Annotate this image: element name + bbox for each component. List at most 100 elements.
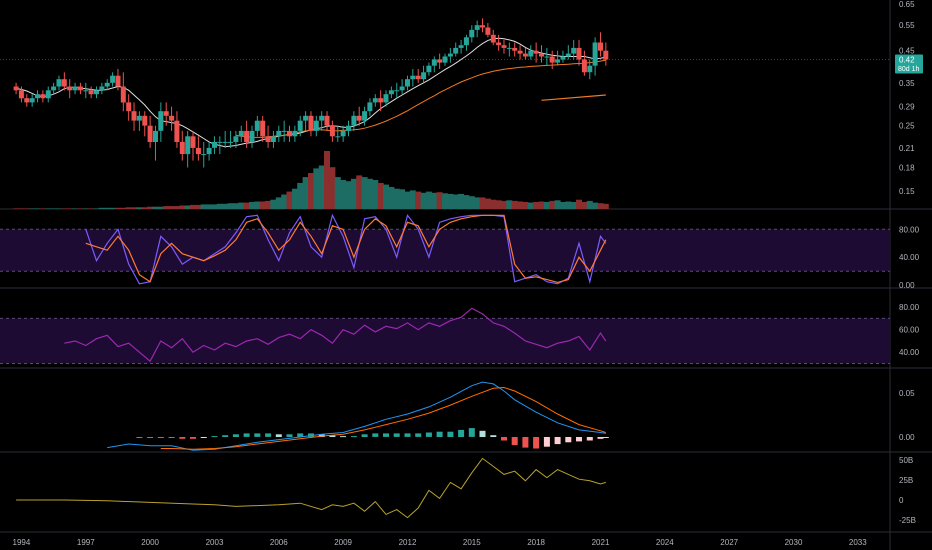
candle-body[interactable] bbox=[378, 98, 384, 103]
candle-body[interactable] bbox=[410, 75, 416, 80]
candle-body[interactable] bbox=[104, 82, 110, 87]
candle-body[interactable] bbox=[24, 98, 30, 103]
candle-body[interactable] bbox=[88, 90, 94, 95]
candle-body[interactable] bbox=[281, 130, 287, 132]
candle-body[interactable] bbox=[405, 79, 410, 87]
candle-body[interactable] bbox=[474, 25, 480, 30]
candle-body[interactable] bbox=[254, 120, 260, 131]
candle-body[interactable] bbox=[362, 111, 368, 121]
candle-body[interactable] bbox=[576, 47, 582, 60]
candle-body[interactable] bbox=[120, 86, 126, 103]
candle-body[interactable] bbox=[324, 115, 330, 126]
candle-body[interactable] bbox=[83, 90, 89, 92]
candle-body[interactable] bbox=[587, 65, 593, 73]
candle-body[interactable] bbox=[174, 120, 180, 142]
candle-body[interactable] bbox=[270, 136, 276, 142]
candle-body[interactable] bbox=[528, 50, 534, 57]
candle-body[interactable] bbox=[72, 86, 78, 91]
candle-body[interactable] bbox=[533, 50, 539, 54]
candle-body[interactable] bbox=[517, 50, 523, 54]
candle-body[interactable] bbox=[158, 111, 164, 131]
candle-body[interactable] bbox=[147, 125, 153, 142]
candle-body[interactable] bbox=[222, 141, 228, 143]
candle-body[interactable] bbox=[40, 94, 46, 99]
candle-body[interactable] bbox=[13, 86, 19, 91]
candle-body[interactable] bbox=[142, 115, 148, 126]
candle-body[interactable] bbox=[335, 136, 341, 138]
candle-body[interactable] bbox=[555, 59, 561, 63]
candle-body[interactable] bbox=[18, 90, 24, 99]
candle-body[interactable] bbox=[276, 130, 282, 137]
stochastic-panel[interactable] bbox=[0, 213, 890, 285]
candle-body[interactable] bbox=[249, 130, 255, 142]
candle-body[interactable] bbox=[163, 111, 169, 116]
candle-body[interactable] bbox=[512, 47, 518, 51]
candle-body[interactable] bbox=[447, 53, 453, 57]
candle-body[interactable] bbox=[453, 47, 459, 54]
candle-body[interactable] bbox=[383, 94, 389, 103]
candle-body[interactable] bbox=[372, 98, 378, 103]
candle-body[interactable] bbox=[190, 136, 196, 148]
candle-body[interactable] bbox=[201, 154, 207, 156]
candle-body[interactable] bbox=[195, 147, 201, 155]
candle-body[interactable] bbox=[99, 86, 105, 91]
candle-body[interactable] bbox=[136, 115, 142, 121]
candle-body[interactable] bbox=[297, 120, 303, 131]
candle-body[interactable] bbox=[228, 141, 233, 143]
candle-body[interactable] bbox=[356, 115, 362, 121]
candle-body[interactable] bbox=[539, 53, 544, 57]
candle-body[interactable] bbox=[51, 86, 57, 91]
candle-body[interactable] bbox=[496, 42, 502, 46]
candle-body[interactable] bbox=[217, 141, 223, 143]
candle-body[interactable] bbox=[35, 94, 40, 99]
rsi-panel[interactable] bbox=[0, 307, 890, 364]
candle-body[interactable] bbox=[421, 72, 427, 80]
candle-body[interactable] bbox=[233, 136, 239, 142]
candle-body[interactable] bbox=[169, 115, 175, 121]
price-axis[interactable]: 0.65 0.55 0.45 0.35 0.29 0.25 0.21 0.18 0.15 80.0… bbox=[899, 0, 920, 525]
candle-body[interactable] bbox=[437, 59, 443, 63]
candle-body[interactable] bbox=[480, 25, 485, 28]
candle-body[interactable] bbox=[77, 86, 83, 91]
candle-body[interactable] bbox=[581, 59, 587, 73]
candle-body[interactable] bbox=[244, 130, 250, 142]
candle-body[interactable] bbox=[394, 90, 400, 92]
candle-body[interactable] bbox=[388, 90, 394, 95]
candle-body[interactable] bbox=[458, 45, 464, 48]
candle-body[interactable] bbox=[61, 79, 67, 87]
candle-body[interactable] bbox=[185, 136, 191, 155]
candle-body[interactable] bbox=[260, 120, 266, 137]
candle-body[interactable] bbox=[292, 130, 298, 137]
candle-body[interactable] bbox=[469, 29, 475, 38]
candle-body[interactable] bbox=[415, 75, 421, 80]
macd-panel[interactable] bbox=[107, 381, 609, 451]
candle-body[interactable] bbox=[308, 115, 314, 131]
candle-body[interactable] bbox=[29, 98, 35, 103]
candle-body[interactable] bbox=[340, 130, 346, 137]
candle-body[interactable] bbox=[265, 136, 271, 142]
candle-body[interactable] bbox=[329, 125, 335, 137]
candle-body[interactable] bbox=[463, 37, 469, 46]
candle-body[interactable] bbox=[153, 130, 158, 142]
candle-body[interactable] bbox=[287, 130, 292, 137]
candle-body[interactable] bbox=[501, 45, 507, 48]
candle-body[interactable] bbox=[592, 42, 598, 66]
candle-body[interactable] bbox=[426, 65, 432, 73]
candle-body[interactable] bbox=[399, 86, 405, 91]
candle-body[interactable] bbox=[571, 47, 577, 54]
candle-body[interactable] bbox=[131, 111, 137, 121]
candle-body[interactable] bbox=[346, 125, 351, 131]
candle-body[interactable] bbox=[560, 56, 566, 60]
candle-body[interactable] bbox=[522, 53, 528, 57]
candle-body[interactable] bbox=[206, 147, 212, 155]
candle-body[interactable] bbox=[565, 53, 571, 57]
candle-body[interactable] bbox=[313, 120, 319, 131]
candle-body[interactable] bbox=[179, 141, 185, 154]
candle-body[interactable] bbox=[598, 42, 603, 51]
candle-body[interactable] bbox=[67, 86, 73, 91]
candle-body[interactable] bbox=[56, 79, 62, 87]
candle-body[interactable] bbox=[351, 115, 357, 126]
candle-body[interactable] bbox=[212, 141, 217, 148]
candle-body[interactable] bbox=[238, 130, 244, 137]
